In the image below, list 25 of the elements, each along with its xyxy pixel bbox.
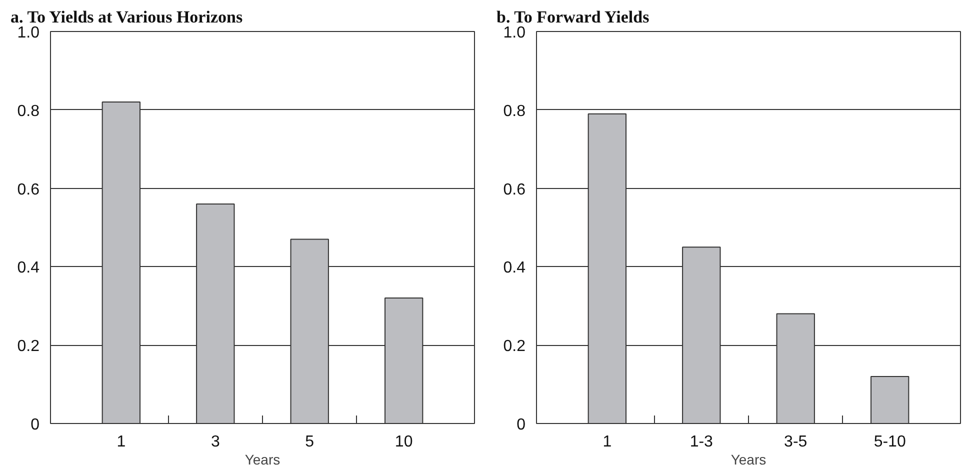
x-tick-label: 1 xyxy=(116,434,126,450)
y-tick-label: 0.6 xyxy=(17,181,40,198)
x-tick-label: 10 xyxy=(394,434,413,450)
x-tick-label: 5-10 xyxy=(874,434,906,450)
x-tick-label: 5 xyxy=(305,434,314,450)
y-tick-label: 1.0 xyxy=(17,24,40,42)
x-tick-label: 1 xyxy=(602,434,612,450)
y-tick-label: 0.2 xyxy=(503,338,526,356)
y-tick-label: 0.2 xyxy=(17,338,40,356)
y-tick-label: 0.8 xyxy=(503,102,526,120)
x-tick-label: 3-5 xyxy=(784,434,808,450)
y-tick-label: 0.8 xyxy=(17,102,40,120)
x-tick-label: 3 xyxy=(210,434,220,450)
x-axis-title: Years xyxy=(730,452,766,468)
y-tick-label: 0.6 xyxy=(503,181,526,198)
y-tick-label: 0 xyxy=(516,416,526,434)
x-tick-label: 1-3 xyxy=(690,434,714,450)
y-tick-label: 0.4 xyxy=(503,260,526,277)
y-tick-label: 1.0 xyxy=(503,24,526,42)
y-tick-label: 0.4 xyxy=(17,260,40,277)
chart-title: a. To Yields at Various Horizons xyxy=(10,8,243,26)
y-tick-label: 0 xyxy=(30,416,40,434)
chart-title: b. To Forward Yields xyxy=(496,8,650,26)
bar xyxy=(870,376,910,424)
x-axis-title: Years xyxy=(244,452,280,468)
